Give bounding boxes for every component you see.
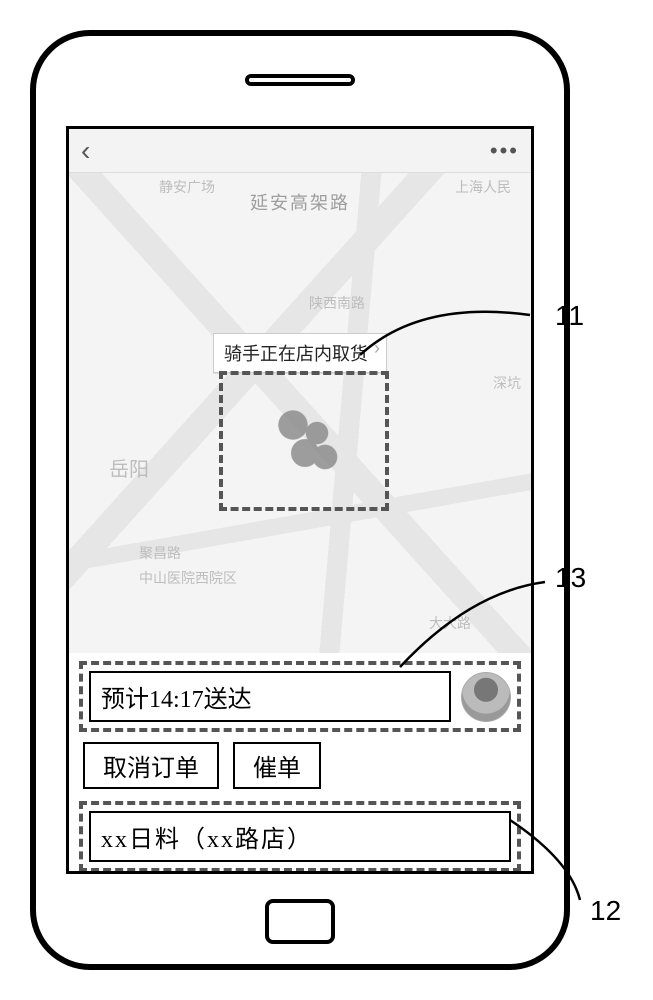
map-area[interactable]: 延安高架路 静安广场 上海人民 陕西南路 深坑 岳阳 聚昌路 中山医院西院区 大… [69,173,531,653]
callout-leader-11 [360,310,560,375]
phone-screen: ‹ ••• 延安高架路 静安广场 上海人民 陕西南路 深坑 岳阳 聚昌路 中山医… [66,126,534,874]
map-label: 上海人民 [455,177,511,197]
menu-icon[interactable]: ••• [490,138,519,164]
home-button[interactable] [265,899,335,944]
map-label: 陕西南路 [309,293,365,313]
map-label: 中山医院西院区 [139,568,237,588]
map-label: 聚昌路 [139,543,181,563]
annotation-box-12: xx日料（xx路店） [79,801,521,872]
callout-leader-13 [400,582,560,687]
callout-label-12: 12 [590,895,621,927]
store-name[interactable]: xx日料（xx路店） [89,811,511,862]
cancel-order-button[interactable]: 取消订单 [83,742,219,789]
map-label: 岳阳 [109,453,149,482]
eta-text: 预计14:17送达 [89,671,451,722]
map-label: 静安广场 [159,177,215,197]
callout-label-11: 11 [555,300,584,332]
phone-speaker [245,74,355,86]
button-row: 取消订单 催单 [79,742,521,789]
back-icon[interactable]: ‹ [81,135,90,167]
map-label: 深坑 [493,373,521,393]
top-bar: ‹ ••• [69,129,531,173]
phone-frame: ‹ ••• 延安高架路 静安广场 上海人民 陕西南路 深坑 岳阳 聚昌路 中山医… [30,30,570,970]
callout-label-13: 13 [555,562,586,594]
rider-marker-icon [269,401,349,481]
urge-order-button[interactable]: 催单 [233,742,321,789]
road-name-label: 延安高架路 [250,189,350,215]
